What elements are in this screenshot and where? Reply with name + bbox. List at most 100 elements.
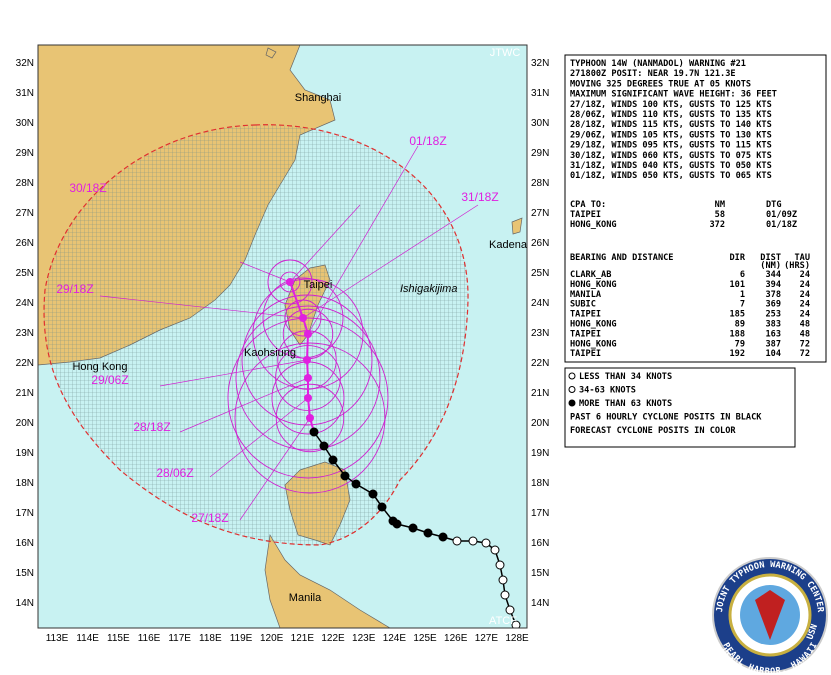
forecast-label: 28/06Z [156,466,193,480]
past-posit [490,545,500,555]
lat-label: 16N [16,538,34,549]
corner-label: JTWC [490,47,521,59]
lat-label: 14N [16,598,34,609]
warning-line: MAXIMUM SIGNIFICANT WAVE HEIGHT: 36 FEET [570,90,777,100]
bearing-header: DIR [729,253,745,263]
lat-label: 31N [531,88,549,99]
lat-label: 19N [531,448,549,459]
cpa-header: DTG [766,200,782,210]
bearing-cell: 383 [765,320,781,330]
wind-radius [234,342,386,494]
map [38,45,527,628]
bearing-cell: 192 [729,349,745,359]
forecast-label: 31/18Z [461,190,498,204]
place-label: Manila [289,592,322,604]
place-label: Shanghai [295,92,342,104]
place-label: Kadena [489,239,528,251]
lat-label: 22N [531,358,549,369]
wind-radius [279,271,301,293]
bearing-cell: 1 [740,290,745,300]
lat-label: 16N [531,538,549,549]
past-posit [481,538,491,548]
lat-label: 18N [16,478,34,489]
warning-line: 28/06Z, WINDS 110 KTS, GUSTS TO 135 KTS [570,110,772,120]
bearing-cell: 369 [765,300,781,310]
lat-label: 30N [16,118,34,129]
lon-label: 128E [505,633,529,644]
past-posit [351,479,361,489]
warning-line: MOVING 325 DEGREES TRUE AT 05 KNOTS [570,79,751,89]
lon-label: 119E [230,633,253,644]
lon-label: 120E [260,633,284,644]
lat-label: 28N [16,178,34,189]
bearing-cell: 104 [765,349,781,359]
lat-label: 26N [531,238,549,249]
wind-radius [275,383,345,453]
bearing-cell: 7 [740,300,745,310]
forecast-label: 29/06Z [91,373,128,387]
past-posit [505,605,515,615]
bearing-cell: CLARK_AB [570,270,611,280]
warning-line: 271800Z POSIT: NEAR 19.7N 121.3E [570,69,736,79]
cpa-cell: TAIPEI [570,210,601,220]
warning-line: TYPHOON 14W (NANMADOL) WARNING #21 [570,59,746,69]
bearing-cell: TAIPEI [570,310,601,320]
lat-label: 22N [16,358,34,369]
lon-label: 121E [291,633,315,644]
lat-label: 24N [16,298,34,309]
past-posit [423,528,433,538]
legend-line: FORECAST CYCLONE POSITS IN COLOR [570,426,736,436]
past-posit [452,536,462,546]
cpa-cell: 372 [709,220,725,230]
lat-label: 25N [16,268,34,279]
legend-line: MORE THAN 63 KNOTS [579,399,672,409]
seal-text: USN [805,623,820,641]
legend-box [564,367,796,448]
warning-line: 31/18Z, WINDS 040 KTS, GUSTS TO 050 KTS [570,161,772,171]
lon-label: 114E [76,633,99,644]
label-leader [289,204,361,283]
legend-symbol [568,386,576,393]
lon-label: 122E [321,633,345,644]
bearing-cell: 24 [800,300,810,310]
past-posit [408,523,418,533]
label-leader [302,204,479,319]
map-frame [37,44,528,629]
forecast-posit [306,414,314,422]
label-leader [179,377,309,433]
lat-label: 29N [531,148,549,159]
bearing-cell: 24 [800,270,810,280]
lat-label: 20N [16,418,34,429]
past-posit [377,502,387,512]
label-leader [159,359,308,387]
bearing-cell: SUBIC [570,300,596,310]
past-posit [500,590,510,600]
bearing-cell: 378 [765,290,781,300]
forecast-label: 27/18Z [191,511,228,525]
lat-label: 21N [16,388,34,399]
bearing-cell: 72 [800,349,810,359]
bearing-header: BEARING AND DISTANCE [570,253,673,263]
wind-radius [267,259,313,305]
past-posit [340,471,350,481]
bearing-cell: TAIPEI [570,329,601,339]
lat-label: 24N [531,298,549,309]
lon-label: 118E [199,633,222,644]
corner-label: ATCF [489,615,517,627]
bearing-cell: 344 [765,270,781,280]
bearing-cell: 394 [765,280,781,290]
forecast-posit [303,356,311,364]
warning-line: 27/18Z, WINDS 100 KTS, GUSTS TO 125 KTS [570,100,772,110]
cpa-cell: 58 [715,210,725,220]
cpa-header: CPA TO: [570,200,606,210]
lon-label: 124E [383,633,407,644]
legend-symbol [568,372,576,380]
lat-label: 32N [16,58,34,69]
wind-radius [227,317,389,479]
lat-label: 17N [16,508,34,519]
lon-label: 116E [138,633,161,644]
lat-label: 19N [16,448,34,459]
place-label: Ishigakijima [400,283,457,295]
place-label: Taipei [304,279,333,291]
past-posit [368,489,378,499]
